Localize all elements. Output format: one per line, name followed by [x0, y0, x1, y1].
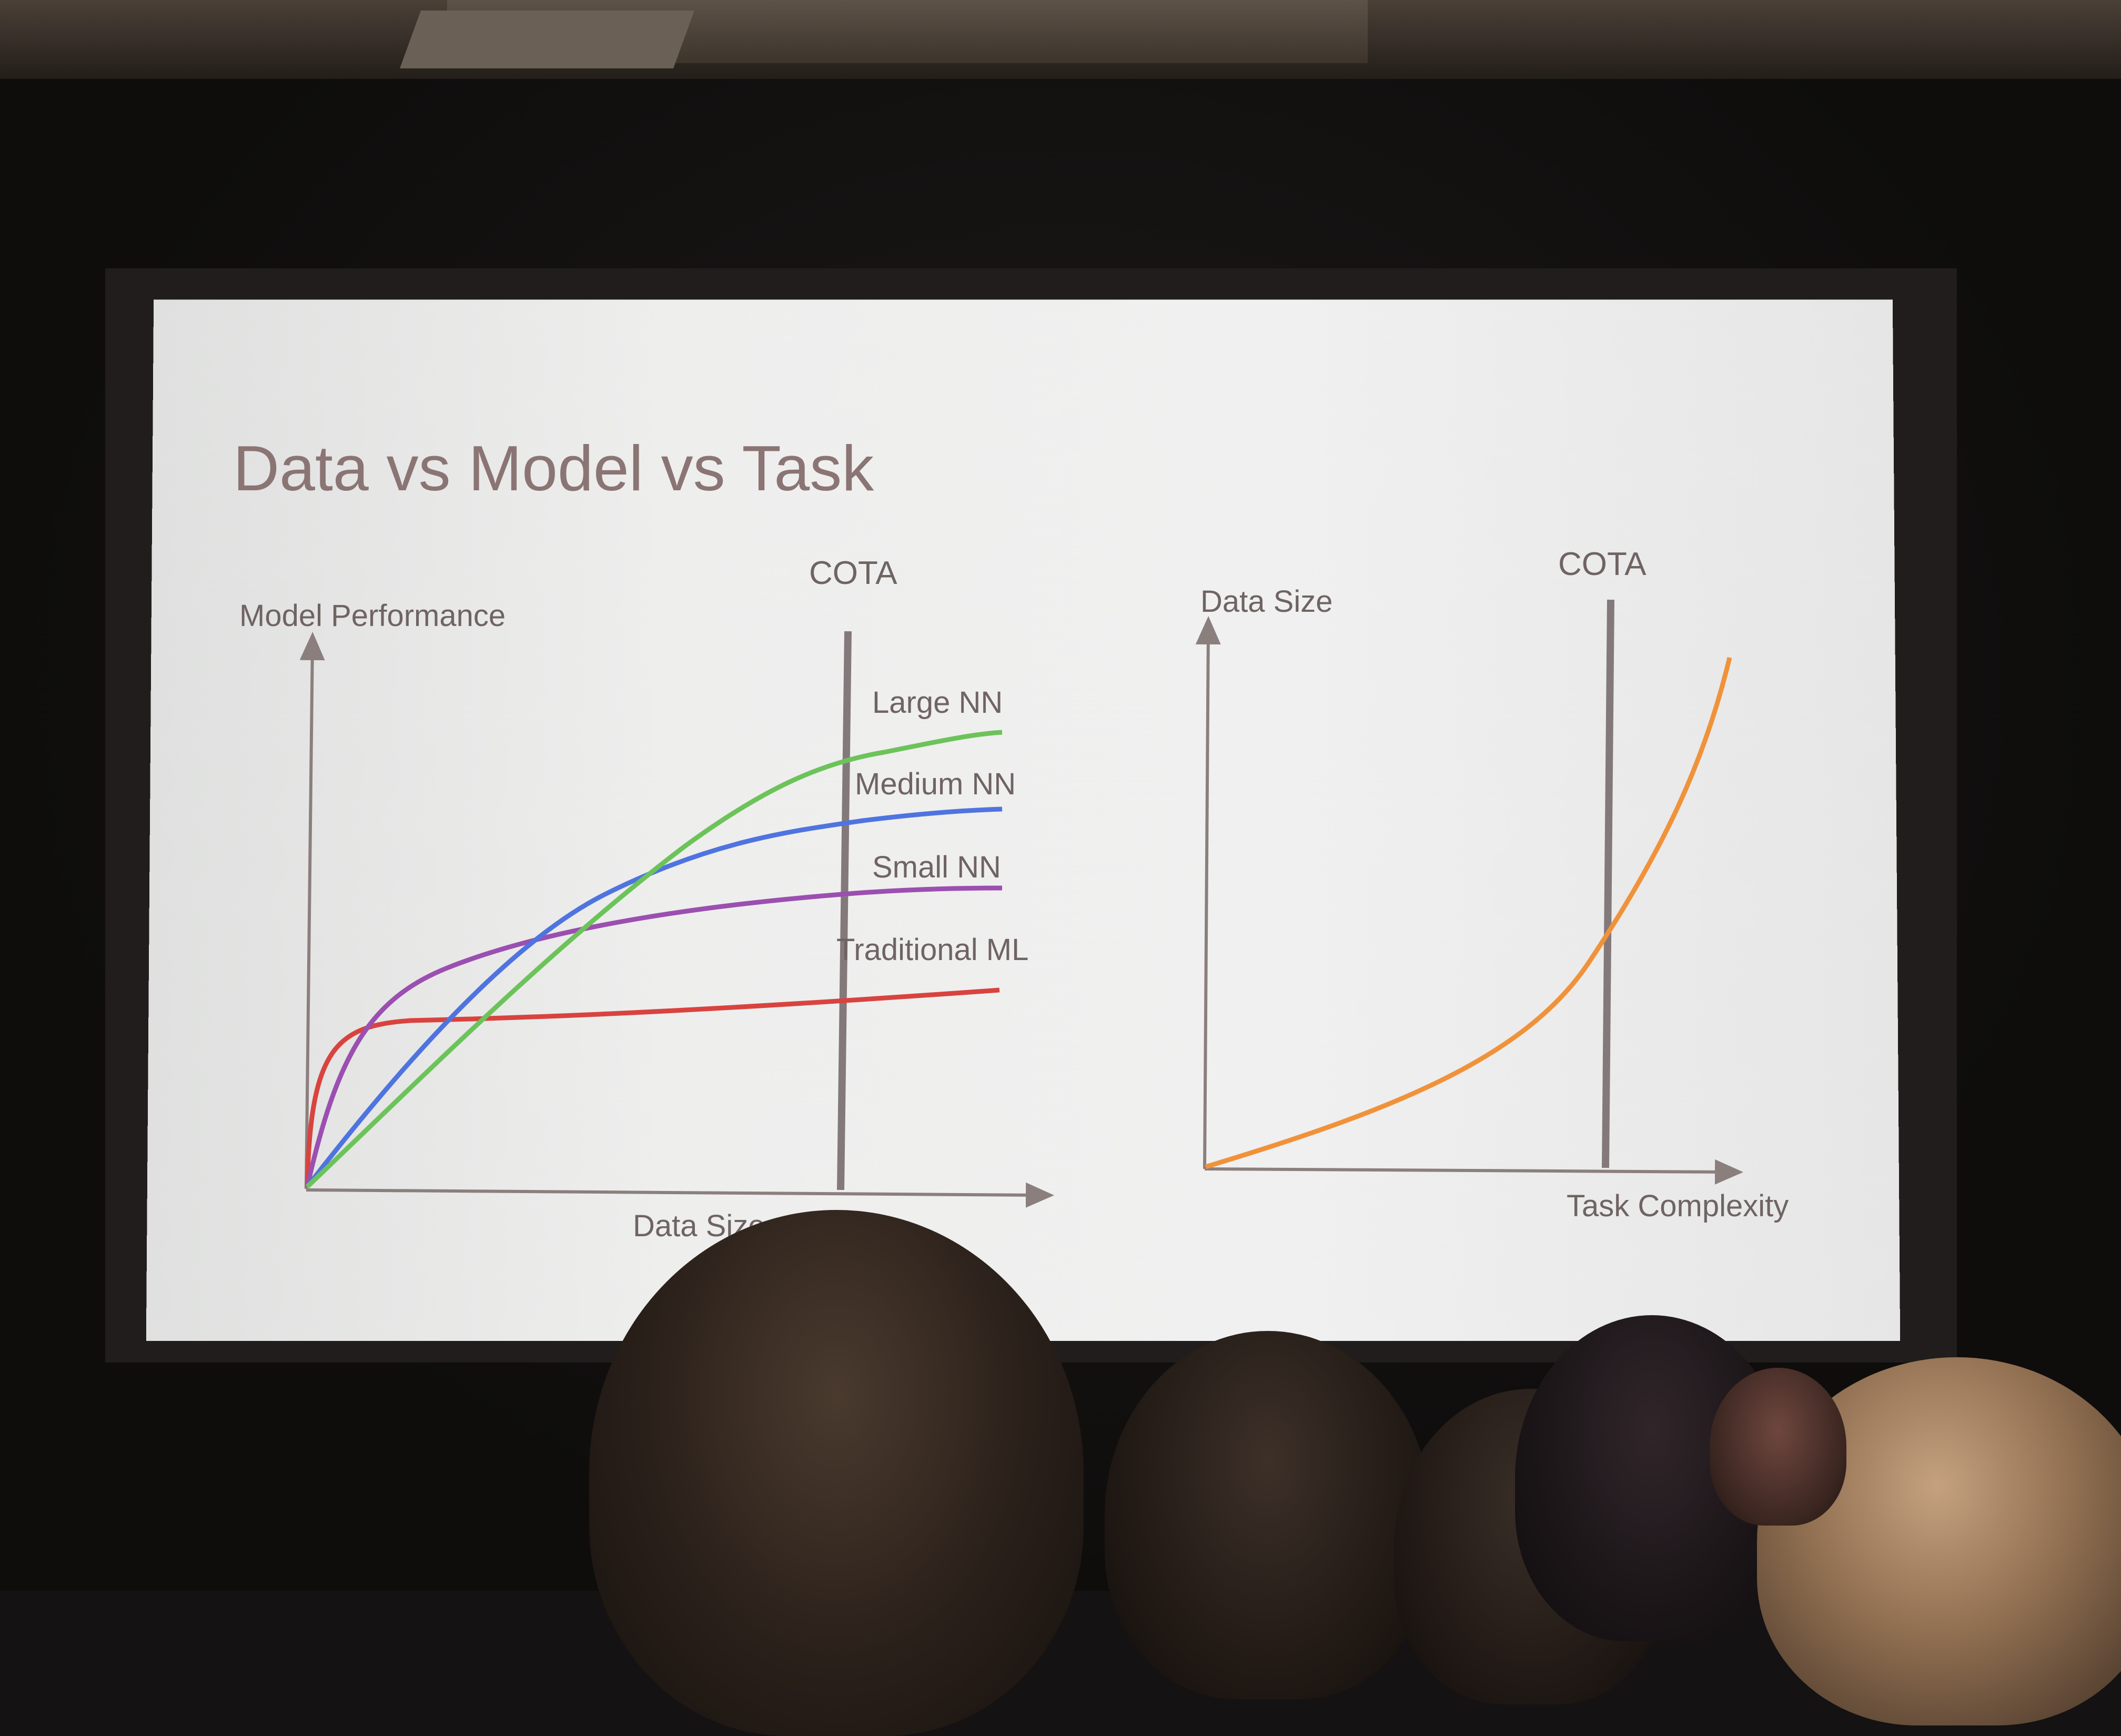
right-cota-line: [1605, 600, 1611, 1168]
left-chart: Model Performance Data Size COTA Large N…: [239, 555, 1042, 1243]
series-medium-nn-label: Medium NN: [855, 767, 1016, 801]
left-cota-line: [841, 631, 848, 1190]
left-y-axis-label: Model Performance: [239, 599, 506, 633]
right-y-axis-label: Data Size: [1200, 584, 1332, 619]
series-large-nn-label: Large NN: [872, 685, 1003, 720]
right-chart: Data Size Task Complexity COTA: [1200, 546, 1789, 1223]
left-x-axis-label: Data Size: [633, 1209, 765, 1243]
right-cota-label: COTA: [1558, 546, 1647, 582]
right-data-curve: [1206, 658, 1730, 1167]
series-traditional-ml-label: Traditional ML: [836, 933, 1028, 967]
right-y-axis: [1205, 629, 1208, 1169]
left-cota-label: COTA: [809, 555, 897, 591]
series-small-nn-label: Small NN: [872, 850, 1001, 884]
right-x-axis: [1205, 1169, 1731, 1172]
left-x-axis: [306, 1190, 1042, 1195]
right-x-axis-label: Task Complexity: [1567, 1189, 1789, 1223]
slide-charts: Model Performance Data Size COTA Large N…: [0, 0, 2121, 1591]
